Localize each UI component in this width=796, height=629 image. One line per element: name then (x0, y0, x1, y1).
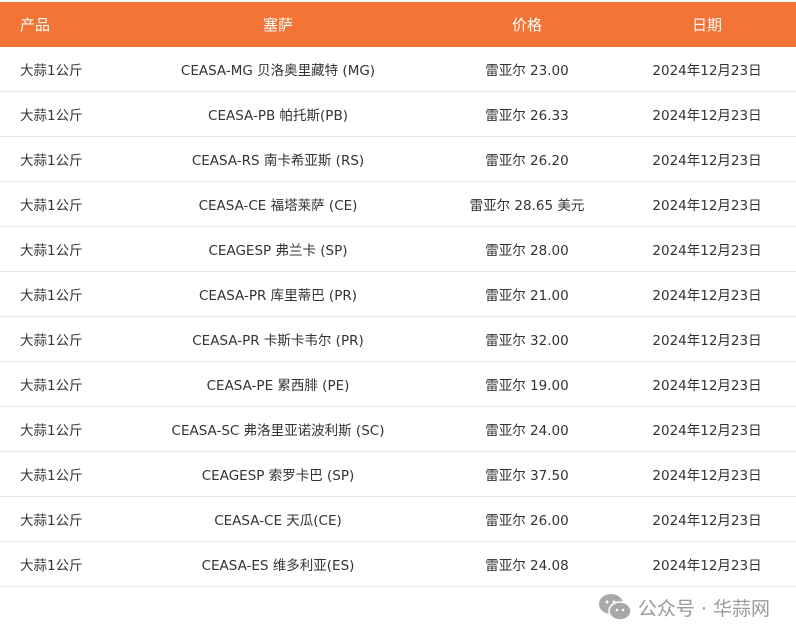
cell-product: 大蒜1公斤 (0, 451, 120, 497)
header-date: 日期 (618, 2, 796, 47)
cell-ceasa: CEASA-CE 福塔莱萨 (CE) (120, 181, 436, 227)
table-row: 大蒜1公斤 CEAGESP 弗兰卡 (SP) 雷亚尔 28.00 2024年12月23… (0, 226, 796, 272)
cell-date: 2024年12月23日 (618, 451, 796, 497)
cell-price: 雷亚尔 37.50 (436, 451, 618, 497)
cell-ceasa: CEASA-CE 天瓜(CE) (120, 496, 436, 542)
cell-price: 雷亚尔 24.08 (436, 541, 618, 587)
header-ceasa: 塞萨 (120, 2, 436, 47)
cell-product: 大蒜1公斤 (0, 136, 120, 182)
cell-date: 2024年12月23日 (618, 136, 796, 182)
cell-product: 大蒜1公斤 (0, 541, 120, 587)
cell-ceasa: CEASA-PR 库里蒂巴 (PR) (120, 271, 436, 317)
table-row: 大蒜1公斤 CEASA-SC 弗洛里亚诺波利斯 (SC) 雷亚尔 24.00 2024… (0, 406, 796, 452)
cell-ceasa: CEAGESP 弗兰卡 (SP) (120, 226, 436, 272)
table-row: 大蒜1公斤 CEASA-CE 福塔莱萨 (CE) 雷亚尔 28.65 美元 2024年… (0, 181, 796, 227)
cell-date: 2024年12月23日 (618, 316, 796, 362)
cell-price: 雷亚尔 28.65 美元 (436, 181, 618, 227)
watermark-text: 公众号 · 华蒜网 (637, 597, 770, 620)
cell-price: 雷亚尔 23.00 (436, 47, 618, 92)
cell-price: 雷亚尔 32.00 (436, 316, 618, 362)
cell-ceasa: CEASA-ES 维多利亚(ES) (120, 541, 436, 587)
cell-ceasa: CEASA-PE 累西腓 (PE) (120, 361, 436, 407)
table-header-row: 产品 塞萨 价格 日期 (0, 2, 796, 47)
table-row: 大蒜1公斤 CEASA-PR 卡斯卡韦尔 (PR) 雷亚尔 32.00 2024年12… (0, 316, 796, 362)
table-row: 大蒜1公斤 CEASA-MG 贝洛奥里藏特 (MG) 雷亚尔 23.00 2024年1… (0, 47, 796, 92)
table-row: 大蒜1公斤 CEASA-CE 天瓜(CE) 雷亚尔 26.00 2024年12月23日 (0, 496, 796, 542)
table-row: 大蒜1公斤 CEASA-PR 库里蒂巴 (PR) 雷亚尔 21.00 2024年12月… (0, 271, 796, 317)
table-row: 大蒜1公斤 CEASA-RS 南卡希亚斯 (RS) 雷亚尔 26.20 2024年12… (0, 136, 796, 182)
cell-ceasa: CEASA-MG 贝洛奥里藏特 (MG) (120, 47, 436, 92)
cell-product: 大蒜1公斤 (0, 496, 120, 542)
header-price: 价格 (436, 2, 618, 47)
table-row: 大蒜1公斤 CEASA-PE 累西腓 (PE) 雷亚尔 19.00 2024年12月2… (0, 361, 796, 407)
cell-date: 2024年12月23日 (618, 361, 796, 407)
cell-ceasa: CEASA-PB 帕托斯(PB) (120, 91, 436, 137)
cell-product: 大蒜1公斤 (0, 226, 120, 272)
cell-date: 2024年12月23日 (618, 181, 796, 227)
cell-product: 大蒜1公斤 (0, 406, 120, 452)
cell-ceasa: CEASA-PR 卡斯卡韦尔 (PR) (120, 316, 436, 362)
price-table: 产品 塞萨 价格 日期 大蒜1公斤 CEASA-MG 贝洛奥里藏特 (MG) 雷亚尔 23… (0, 2, 796, 587)
cell-date: 2024年12月23日 (618, 496, 796, 542)
cell-price: 雷亚尔 26.00 (436, 496, 618, 542)
table-row: 大蒜1公斤 CEAGESP 索罗卡巴 (SP) 雷亚尔 37.50 2024年12月2… (0, 451, 796, 497)
cell-price: 雷亚尔 26.20 (436, 136, 618, 182)
cell-product: 大蒜1公斤 (0, 316, 120, 362)
table-row: 大蒜1公斤 CEASA-ES 维多利亚(ES) 雷亚尔 24.08 2024年12月2… (0, 541, 796, 587)
cell-ceasa: CEAGESP 索罗卡巴 (SP) (120, 451, 436, 497)
table-row: 大蒜1公斤 CEASA-PB 帕托斯(PB) 雷亚尔 26.33 2024年12月23… (0, 91, 796, 137)
watermark: 公众号 · 华蒜网 (598, 593, 770, 621)
cell-price: 雷亚尔 21.00 (436, 271, 618, 317)
wechat-icon (598, 594, 632, 621)
cell-date: 2024年12月23日 (618, 226, 796, 272)
cell-date: 2024年12月23日 (618, 47, 796, 92)
watermark-row: 公众号 · 华蒜网 (0, 587, 796, 629)
cell-date: 2024年12月23日 (618, 271, 796, 317)
cell-ceasa: CEASA-RS 南卡希亚斯 (RS) (120, 136, 436, 182)
cell-price: 雷亚尔 19.00 (436, 361, 618, 407)
header-product: 产品 (0, 2, 120, 47)
cell-price: 雷亚尔 28.00 (436, 226, 618, 272)
cell-price: 雷亚尔 24.00 (436, 406, 618, 452)
cell-product: 大蒜1公斤 (0, 271, 120, 317)
cell-product: 大蒜1公斤 (0, 91, 120, 137)
cell-ceasa: CEASA-SC 弗洛里亚诺波利斯 (SC) (120, 406, 436, 452)
cell-date: 2024年12月23日 (618, 541, 796, 587)
cell-product: 大蒜1公斤 (0, 181, 120, 227)
cell-product: 大蒜1公斤 (0, 361, 120, 407)
cell-date: 2024年12月23日 (618, 406, 796, 452)
cell-date: 2024年12月23日 (618, 91, 796, 137)
cell-product: 大蒜1公斤 (0, 47, 120, 92)
cell-price: 雷亚尔 26.33 (436, 91, 618, 137)
